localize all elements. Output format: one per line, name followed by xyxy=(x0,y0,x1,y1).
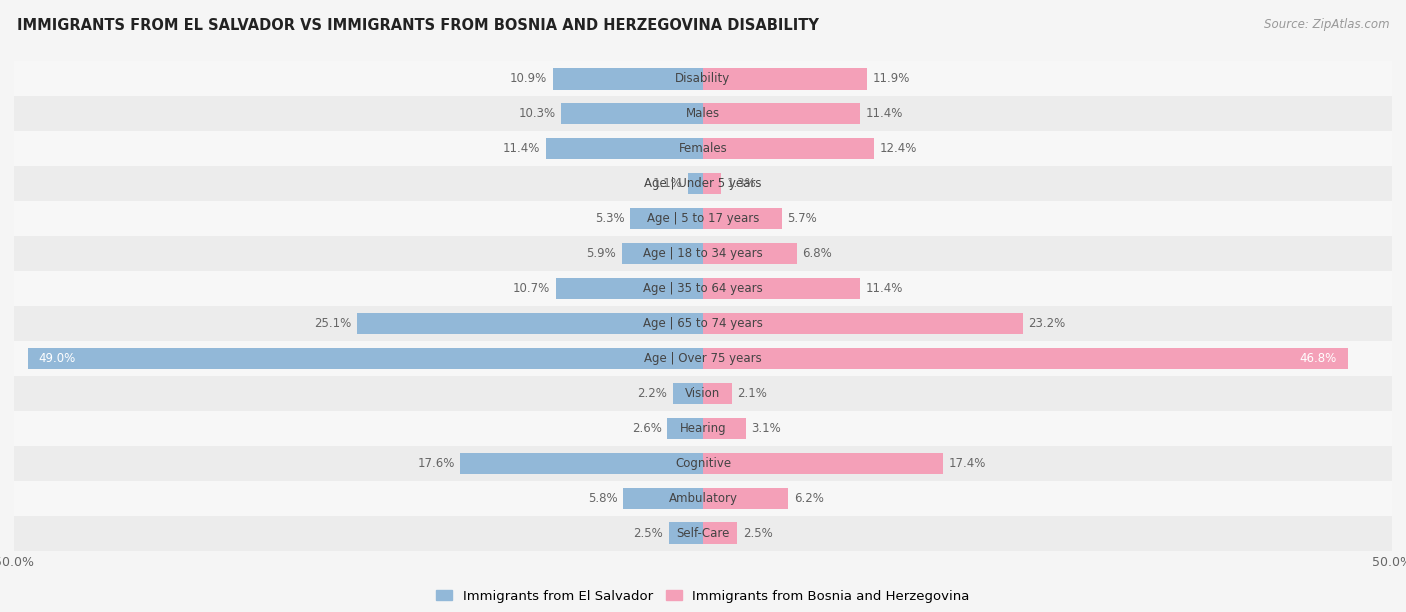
Text: Males: Males xyxy=(686,107,720,120)
Bar xyxy=(703,313,1022,334)
Text: Age | 35 to 64 years: Age | 35 to 64 years xyxy=(643,282,763,295)
Bar xyxy=(703,173,721,195)
Bar xyxy=(28,348,703,369)
Text: 11.4%: 11.4% xyxy=(866,107,903,120)
Text: 17.4%: 17.4% xyxy=(948,457,986,470)
Text: 10.7%: 10.7% xyxy=(513,282,550,295)
Text: 2.1%: 2.1% xyxy=(738,387,768,400)
Text: 6.8%: 6.8% xyxy=(803,247,832,260)
Text: 3.1%: 3.1% xyxy=(751,422,780,435)
Legend: Immigrants from El Salvador, Immigrants from Bosnia and Herzegovina: Immigrants from El Salvador, Immigrants … xyxy=(432,584,974,608)
Bar xyxy=(14,376,1392,411)
Text: 23.2%: 23.2% xyxy=(1028,317,1066,330)
Bar xyxy=(703,452,943,474)
Text: 46.8%: 46.8% xyxy=(1299,352,1337,365)
Text: 12.4%: 12.4% xyxy=(879,142,917,155)
Text: Self-Care: Self-Care xyxy=(676,527,730,540)
Text: IMMIGRANTS FROM EL SALVADOR VS IMMIGRANTS FROM BOSNIA AND HERZEGOVINA DISABILITY: IMMIGRANTS FROM EL SALVADOR VS IMMIGRANT… xyxy=(17,18,818,34)
Bar xyxy=(14,306,1392,341)
Text: 2.2%: 2.2% xyxy=(637,387,668,400)
Bar xyxy=(14,236,1392,271)
Text: 10.3%: 10.3% xyxy=(519,107,555,120)
Bar xyxy=(703,348,1348,369)
Bar xyxy=(14,341,1392,376)
Text: Cognitive: Cognitive xyxy=(675,457,731,470)
Text: 11.9%: 11.9% xyxy=(873,72,910,85)
Bar xyxy=(14,166,1392,201)
Bar xyxy=(14,516,1392,551)
Bar xyxy=(623,488,703,509)
Bar xyxy=(668,417,703,439)
Bar xyxy=(553,68,703,89)
Text: Disability: Disability xyxy=(675,72,731,85)
Bar xyxy=(561,103,703,124)
Bar xyxy=(14,131,1392,166)
Bar xyxy=(703,523,738,544)
Text: 49.0%: 49.0% xyxy=(39,352,76,365)
Text: Age | 65 to 74 years: Age | 65 to 74 years xyxy=(643,317,763,330)
Text: Females: Females xyxy=(679,142,727,155)
Bar xyxy=(621,243,703,264)
Bar xyxy=(703,488,789,509)
Bar xyxy=(669,523,703,544)
Bar xyxy=(688,173,703,195)
Bar xyxy=(546,138,703,160)
Text: 5.3%: 5.3% xyxy=(595,212,624,225)
Text: Source: ZipAtlas.com: Source: ZipAtlas.com xyxy=(1264,18,1389,31)
Text: 17.6%: 17.6% xyxy=(418,457,456,470)
Text: 2.6%: 2.6% xyxy=(631,422,662,435)
Text: 5.9%: 5.9% xyxy=(586,247,616,260)
Bar xyxy=(703,138,875,160)
Bar xyxy=(703,207,782,230)
Text: 5.8%: 5.8% xyxy=(588,492,617,505)
Text: Hearing: Hearing xyxy=(679,422,727,435)
Text: Age | 5 to 17 years: Age | 5 to 17 years xyxy=(647,212,759,225)
Bar xyxy=(630,207,703,230)
Text: 5.7%: 5.7% xyxy=(787,212,817,225)
Bar xyxy=(703,382,733,405)
Bar xyxy=(703,68,868,89)
Text: 11.4%: 11.4% xyxy=(503,142,540,155)
Bar xyxy=(703,103,860,124)
Bar xyxy=(14,481,1392,516)
Bar xyxy=(14,411,1392,446)
Text: Ambulatory: Ambulatory xyxy=(668,492,738,505)
Text: 6.2%: 6.2% xyxy=(794,492,824,505)
Bar xyxy=(357,313,703,334)
Bar xyxy=(703,278,860,299)
Text: 1.1%: 1.1% xyxy=(652,177,682,190)
Text: Age | Over 75 years: Age | Over 75 years xyxy=(644,352,762,365)
Bar xyxy=(703,243,797,264)
Text: Vision: Vision xyxy=(685,387,721,400)
Text: 2.5%: 2.5% xyxy=(633,527,664,540)
Bar xyxy=(703,417,745,439)
Text: 10.9%: 10.9% xyxy=(510,72,547,85)
Text: 1.3%: 1.3% xyxy=(727,177,756,190)
Text: 2.5%: 2.5% xyxy=(742,527,773,540)
Bar xyxy=(14,61,1392,96)
Bar xyxy=(14,271,1392,306)
Bar xyxy=(14,96,1392,131)
Text: Age | Under 5 years: Age | Under 5 years xyxy=(644,177,762,190)
Text: 11.4%: 11.4% xyxy=(866,282,903,295)
Bar xyxy=(555,278,703,299)
Bar xyxy=(461,452,703,474)
Bar xyxy=(672,382,703,405)
Bar xyxy=(14,446,1392,481)
Bar xyxy=(14,201,1392,236)
Text: Age | 18 to 34 years: Age | 18 to 34 years xyxy=(643,247,763,260)
Text: 25.1%: 25.1% xyxy=(315,317,352,330)
